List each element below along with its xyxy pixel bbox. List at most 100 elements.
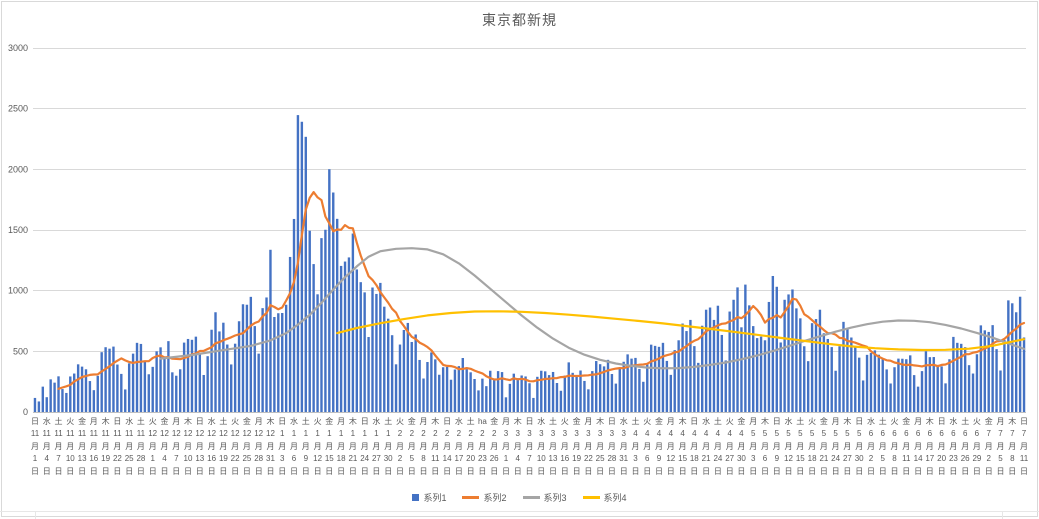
x-tick-label: 火 11 月 10 日 (65, 417, 75, 476)
x-tick-label: 水 6 月 23 日 (948, 417, 958, 476)
x-tick-label: 土 4 月 24 日 (713, 417, 723, 476)
x-tick-label: 水 4 月 21 日 (701, 417, 711, 476)
x-tick-label: 火 5 月 18 日 (807, 417, 817, 476)
y-axis-label: 3000 (8, 43, 28, 53)
x-tick-label: 月 4 月 12 日 (666, 417, 676, 476)
x-tick-label: 月 12 月 28 日 (254, 417, 264, 476)
series1-bar-swatch-icon (412, 494, 420, 501)
x-tick-label: 土 1 月 30 日 (383, 417, 393, 476)
x-tick-label: 土 3 月 13 日 (548, 417, 558, 476)
x-tick-label: 火 4 月 27 日 (725, 417, 735, 476)
spreadsheet-cell-tick (35, 512, 36, 519)
x-tick-label: 金 12 月 4 日 (160, 417, 169, 476)
x-tick-label: 水 5 月 12 日 (784, 417, 793, 476)
x-tick-label: 日 2 月 14 日 (442, 417, 452, 476)
x-tick-label: ha 2 月 23 日 (477, 417, 487, 476)
x-tick-label: 金 5 月 21 日 (819, 417, 829, 476)
x-tick-label: 土 5 月 15 日 (795, 417, 805, 476)
x-tick-label: 木 6 月 17 日 (925, 417, 935, 476)
line-series-4 (336, 310, 1026, 352)
x-tick-label: 金 3 月 19 日 (572, 417, 582, 476)
x-tick-label: 木 4 月 15 日 (678, 417, 688, 476)
legend-label: 系列3 (543, 493, 567, 503)
x-tick-label: 水 11 月 25 日 (124, 417, 134, 476)
y-axis-label: 2500 (8, 104, 28, 114)
y-axis-label: 0 (23, 407, 28, 417)
x-tick-label: 水 2 月 17 日 (454, 417, 464, 476)
x-tick-label: 日 5 月 30 日 (854, 417, 864, 476)
series2-line-swatch-icon (462, 496, 480, 499)
chart-title: 東京都新規 (482, 12, 557, 28)
x-tick-label: 月 1 月 18 日 (336, 417, 346, 476)
x-axis: 日 11 月 1 日水 11 月 4 日土 11 月 7 日火 11 月 10 日金 11 月 13 日月 11 月 16 日木… (0, 416, 1039, 482)
x-tick-label: 木 2 月 11 日 (431, 417, 440, 476)
y-axis-label: 2000 (8, 164, 28, 174)
x-tick-label: 月 12 月 7 日 (171, 417, 181, 476)
x-tick-label: 月 5 月 24 日 (831, 417, 841, 476)
x-tick-label: 日 1 月 24 日 (360, 417, 370, 476)
x-tick-label: 木 12 月 10 日 (183, 417, 193, 476)
x-tick-label: 日 11 月 1 日 (30, 417, 40, 476)
line-series-3 (159, 247, 1026, 370)
x-tick-label: 月 6 月 14 日 (913, 417, 923, 476)
x-tick-label: 火 3 月 16 日 (560, 417, 570, 476)
line-series-2 (57, 191, 1026, 390)
x-tick-label: 水 12 月 16 日 (207, 417, 217, 476)
legend: 系列1 系列2 系列3 系列4 (0, 491, 1039, 504)
x-tick-label: 水 11 月 4 日 (42, 417, 51, 476)
x-tick-label: 水 3 月 10 日 (536, 417, 546, 476)
x-tick-label: 日 11 月 22 日 (112, 417, 122, 476)
x-tick-label: 水 3 月 31 日 (619, 417, 629, 476)
x-tick-label: 金 6 月 11 日 (902, 417, 911, 476)
x-tick-label: 金 11 月 13 日 (77, 417, 87, 476)
legend-item-series1: 系列1 (412, 491, 446, 504)
y-axis-label: 1500 (8, 225, 28, 235)
y-axis-labels: 0 500 1000 1500 2000 2500 3000 (8, 43, 28, 417)
series3-line-swatch-icon (522, 496, 540, 499)
x-tick-label: 金 12 月 25 日 (242, 417, 252, 476)
x-tick-label: 金 2 月 26 日 (489, 417, 499, 476)
legend-item-series3: 系列3 (522, 491, 567, 504)
x-tick-label: 木 1 月 21 日 (348, 417, 358, 476)
x-tick-label: 土 6 月 26 日 (960, 417, 970, 476)
legend-label: 系列1 (423, 493, 447, 503)
series4-line-swatch-icon (582, 496, 600, 499)
x-tick-label: 土 11 月 7 日 (54, 417, 63, 476)
x-tick-label: 木 5 月 27 日 (842, 417, 852, 476)
x-tick-label: 日 7 月 11 日 (1019, 417, 1029, 476)
x-tick-label: 土 12 月 19 日 (218, 417, 228, 476)
x-tick-label: 月 3 月 22 日 (583, 417, 593, 476)
spreadsheet-gridline (0, 511, 1039, 519)
x-tick-label: 土 11 月 28 日 (136, 417, 146, 476)
x-tick-label: 火 12 月 1 日 (148, 417, 158, 476)
x-tick-label: 水 1 月 27 日 (371, 417, 381, 476)
x-tick-label: 火 1 月 12 日 (313, 417, 323, 476)
y-axis-label: 500 (13, 346, 28, 356)
legend-item-series4: 系列4 (582, 491, 627, 504)
x-tick-label: 日 4 月 18 日 (689, 417, 699, 476)
x-tick-label: 土 2 月 20 日 (466, 417, 476, 476)
bar-series (33, 115, 1026, 413)
spreadsheet-cell-tick (1002, 512, 1003, 519)
legend-label: 系列4 (603, 493, 627, 503)
x-tick-label: 火 12 月 22 日 (230, 417, 240, 476)
